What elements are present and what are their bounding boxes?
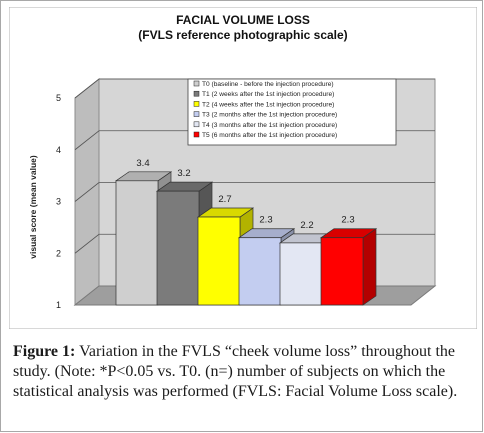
- legend-swatch: [193, 111, 200, 117]
- y-tick-label: 1: [56, 300, 61, 310]
- bar: [156, 190, 200, 306]
- gridline: [74, 182, 435, 202]
- bar: [115, 180, 159, 306]
- chart-subtitle: (FVLS reference photographic scale): [138, 28, 347, 42]
- legend-swatch: [193, 101, 200, 107]
- bar: [320, 237, 364, 306]
- bar-data-label: 2.3: [341, 215, 354, 226]
- legend-entry: T5 (6 months after the 1st injection pro…: [202, 132, 337, 139]
- bar: [238, 237, 282, 306]
- bar-chart: 1 2 3 4 5 visual score (mean value) 3.4 3.2 2.7 2…: [9, 7, 477, 329]
- bar: [279, 242, 323, 306]
- caption-text: Variation in the FVLS “cheek volume loss…: [13, 343, 458, 400]
- y-tick-label: 3: [56, 197, 61, 207]
- legend-entry: T4 (3 months after the 1st injection pro…: [202, 122, 337, 129]
- legend-entry: T3 (2 months after the 1st injection pro…: [202, 112, 337, 119]
- bar-side: [362, 228, 377, 306]
- legend-swatch: [193, 80, 200, 87]
- bar-data-label: 2.7: [218, 194, 231, 205]
- bar-data-label: 2.3: [259, 215, 272, 226]
- y-tick-label: 5: [56, 93, 61, 103]
- bar-data-label: 3.2: [177, 168, 190, 179]
- y-tick-label: 2: [56, 248, 61, 258]
- caption-label: Figure 1:: [13, 343, 76, 360]
- chart-title: FACIAL VOLUME LOSS: [176, 13, 310, 27]
- y-axis-label: visual score (mean value): [28, 155, 38, 259]
- legend-swatch: [193, 121, 200, 128]
- legend-entry: T2 (4 weeks after the 1st injection proc…: [202, 101, 334, 108]
- bar: [197, 216, 241, 306]
- bar-data-label: 3.4: [136, 158, 149, 169]
- figure-caption: Figure 1: Variation in the FVLS “cheek v…: [13, 342, 477, 402]
- legend-box: [187, 78, 397, 146]
- legend-swatch: [193, 90, 200, 97]
- legend-entry: T1 (2 weeks after the 1st injection proc…: [202, 91, 334, 98]
- y-tick-label: 4: [56, 145, 61, 155]
- legend-swatch: [193, 131, 200, 138]
- legend-entry: T0 (baseline - before the injection proc…: [202, 81, 334, 88]
- bar-data-label: 2.2: [300, 220, 313, 231]
